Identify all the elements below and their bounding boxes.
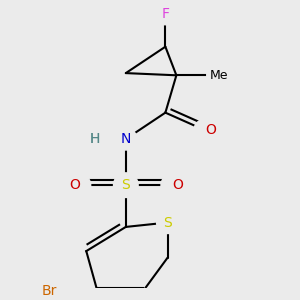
Text: S: S	[163, 215, 172, 230]
Text: F: F	[161, 7, 169, 21]
Text: Me: Me	[209, 69, 228, 82]
Circle shape	[69, 174, 91, 196]
Circle shape	[115, 128, 137, 150]
Circle shape	[194, 119, 216, 141]
Circle shape	[157, 212, 178, 233]
Text: O: O	[69, 178, 80, 192]
Text: O: O	[205, 123, 216, 137]
Circle shape	[36, 278, 62, 300]
Circle shape	[113, 173, 138, 197]
Circle shape	[161, 174, 183, 196]
Text: H: H	[90, 132, 100, 146]
Text: H: H	[90, 132, 100, 146]
Circle shape	[154, 3, 176, 25]
Text: N: N	[121, 132, 131, 146]
Text: O: O	[172, 178, 183, 192]
Text: S: S	[122, 178, 130, 192]
Text: Br: Br	[41, 284, 57, 298]
